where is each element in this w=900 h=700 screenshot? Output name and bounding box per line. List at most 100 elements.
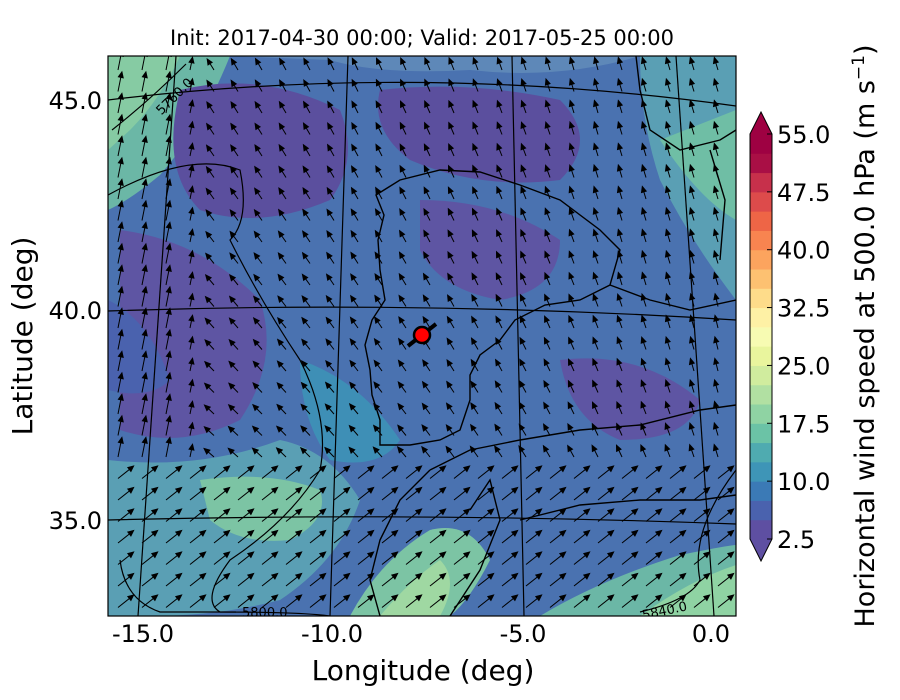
wind-arrow-head bbox=[126, 594, 135, 602]
wind-arrow-head bbox=[294, 529, 303, 537]
wind-arrow-head bbox=[373, 402, 381, 411]
wind-arrow-head bbox=[227, 404, 236, 412]
wind-arrow-head bbox=[117, 242, 124, 251]
wind-arrow-head bbox=[351, 121, 358, 130]
wind-arrow-head bbox=[712, 185, 720, 194]
wind-arrow-head bbox=[438, 465, 447, 473]
wind-arrow-head bbox=[374, 208, 382, 217]
wind-arrow-head bbox=[520, 142, 527, 151]
wind-arrow-head bbox=[712, 120, 720, 129]
wind-arrow-head bbox=[229, 165, 237, 174]
colorbar-tick-label: 25.0 bbox=[777, 352, 830, 380]
wind-arrow-head bbox=[254, 79, 262, 88]
wind-arrow-head bbox=[222, 508, 231, 516]
wind-arrow-head bbox=[640, 77, 648, 86]
wind-arrow-head bbox=[726, 594, 735, 602]
wind-arrow-head bbox=[438, 486, 447, 494]
wind-arrow-head bbox=[640, 163, 648, 172]
wind-arrow-head bbox=[494, 358, 502, 367]
wind-arrow-head bbox=[246, 551, 255, 559]
wind-arrow-head bbox=[246, 486, 255, 494]
wind-arrow-head bbox=[349, 359, 357, 368]
wind-arrow-head bbox=[568, 142, 575, 151]
wind-arrow-head bbox=[324, 424, 332, 433]
wind-arrow-head bbox=[654, 465, 663, 473]
wind-arrow-head bbox=[326, 186, 334, 195]
wind-arrow-head bbox=[519, 358, 526, 367]
wind-arrow-head bbox=[543, 401, 550, 410]
wind-arrow-head bbox=[448, 56, 455, 65]
wind-arrow-head bbox=[445, 445, 453, 454]
wind-arrow-head bbox=[165, 221, 172, 229]
wind-arrow-head bbox=[702, 551, 711, 559]
wind-arrow-head bbox=[702, 529, 711, 537]
wind-arrow-head bbox=[165, 328, 172, 337]
wind-arrow-head bbox=[438, 594, 447, 602]
wind-arrow-head bbox=[277, 316, 285, 325]
wind-arrow-head bbox=[438, 529, 447, 537]
wind-arrow-head bbox=[117, 156, 124, 165]
wind-arrow-head bbox=[422, 359, 429, 367]
wind-arrow-head bbox=[702, 572, 711, 580]
wind-arrow-head bbox=[372, 446, 380, 454]
wind-arrow-head bbox=[165, 285, 172, 294]
wind-arrow-head bbox=[664, 206, 672, 215]
wind-arrow-head bbox=[447, 250, 454, 259]
wind-arrow-head bbox=[496, 78, 503, 87]
wind-arrow-head bbox=[228, 338, 236, 347]
wind-arrow-head bbox=[351, 78, 358, 87]
wind-arrow-head bbox=[302, 186, 310, 195]
wind-arrow-head bbox=[543, 379, 550, 388]
wind-arrow-head bbox=[496, 207, 503, 216]
wind-arrow-head bbox=[165, 414, 172, 423]
wind-arrow-head bbox=[251, 447, 260, 455]
wind-arrow-head bbox=[447, 229, 454, 238]
wind-arrow-head bbox=[712, 421, 720, 430]
wind-arrow-head bbox=[472, 186, 478, 194]
wind-arrow-head bbox=[390, 551, 399, 559]
wind-arrow-head bbox=[640, 336, 647, 344]
wind-arrow-head bbox=[424, 56, 431, 65]
wind-arrow-head bbox=[665, 292, 672, 301]
wind-arrow-head bbox=[150, 572, 159, 580]
wind-arrow-head bbox=[606, 551, 615, 559]
wind-arrow-head bbox=[397, 381, 405, 389]
wind-arrow-head bbox=[712, 77, 720, 86]
wind-arrow-head bbox=[606, 594, 615, 602]
wind-arrow-head bbox=[664, 314, 672, 323]
wind-arrow-head bbox=[630, 465, 639, 473]
wind-arrow-head bbox=[294, 486, 303, 494]
wind-arrow-head bbox=[422, 272, 430, 281]
wind-arrow-head bbox=[616, 163, 624, 172]
wind-arrow-head bbox=[277, 295, 285, 303]
wind-arrow-head bbox=[462, 508, 471, 516]
wind-arrow-head bbox=[126, 551, 135, 559]
wind-arrow-head bbox=[150, 508, 159, 516]
wind-arrow-head bbox=[205, 122, 213, 131]
wind-arrow-head bbox=[117, 414, 124, 423]
wind-arrow-head bbox=[688, 443, 695, 452]
wind-arrow-head bbox=[543, 358, 550, 367]
wind-arrow-head bbox=[294, 551, 303, 559]
wind-arrow-head bbox=[423, 251, 430, 259]
wind-arrow-head bbox=[568, 99, 575, 108]
wind-arrow-head bbox=[688, 400, 695, 409]
wind-arrow-head bbox=[301, 316, 309, 325]
wind-arrow-head bbox=[544, 271, 551, 280]
wind-arrow-head bbox=[141, 307, 148, 315]
wind-arrow-head bbox=[688, 120, 696, 129]
wind-arrow-head bbox=[141, 242, 148, 251]
wind-arrow-head bbox=[640, 400, 647, 409]
wind-arrow-head bbox=[205, 209, 213, 217]
wind-arrow-head bbox=[469, 445, 477, 454]
wind-arrow-head bbox=[462, 551, 471, 559]
wind-arrow-head bbox=[302, 143, 310, 152]
wind-arrow-head bbox=[447, 272, 454, 281]
colorbar-extend-top bbox=[750, 112, 772, 134]
wind-arrow-head bbox=[188, 99, 195, 107]
wind-arrow-head bbox=[616, 120, 624, 129]
wind-arrow-head bbox=[117, 178, 124, 186]
wind-arrow-head bbox=[205, 187, 213, 196]
wind-arrow-head bbox=[366, 594, 375, 602]
